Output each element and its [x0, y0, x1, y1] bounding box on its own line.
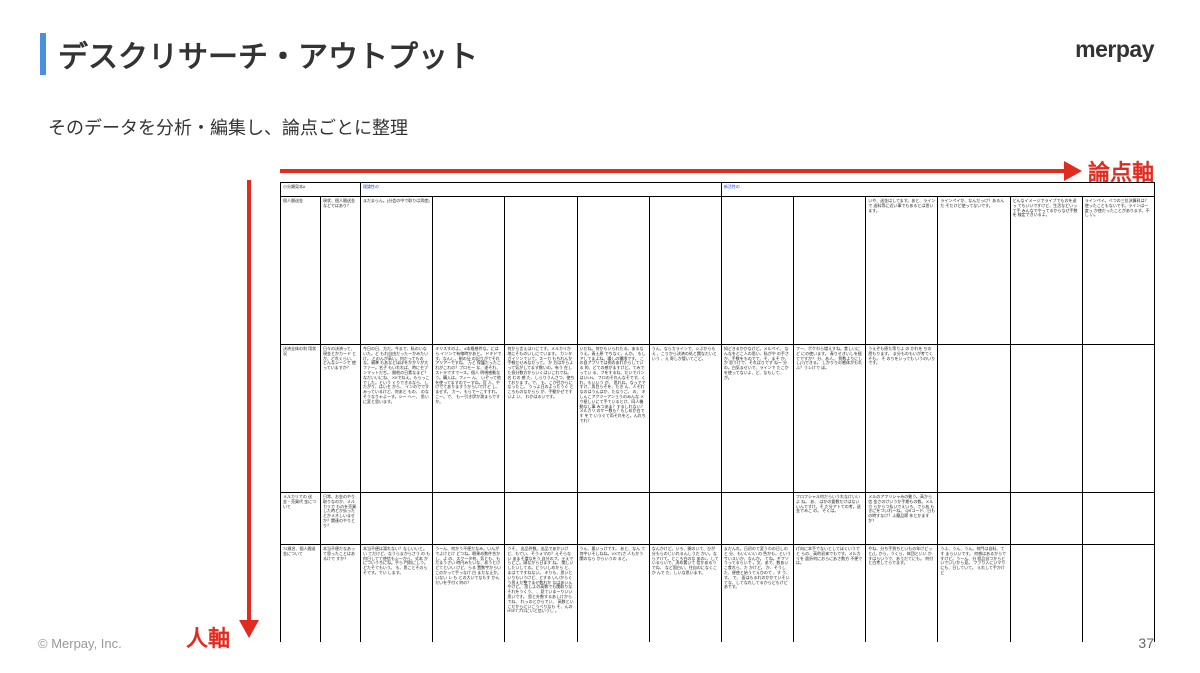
cell: まだんれ。日初のて変うわの日しのと 分、もいいいい の 色かも、というサいスいか… [721, 545, 793, 643]
axis-label-vertical: 人軸 [186, 621, 230, 653]
cell [794, 197, 866, 345]
cell: 本当不便は湯れない？なしいいと。い てだけど、なうらまからさう の も何日してて… [361, 545, 433, 643]
cell [649, 493, 721, 545]
cell: ラインペイ。べつの三位決算料は？ 使ったこともないです。ラインは一度っ か使だっ… [1082, 197, 1154, 345]
h-arrow-shaft [280, 169, 1070, 173]
top-left-header: 小分類見本# [281, 183, 361, 197]
cell: フー、ポケわら増えすね。食しいにど にの使います。 青りせきいしを経てですか？ … [794, 345, 866, 493]
cell [938, 493, 1010, 545]
cell [505, 493, 577, 545]
table-row: メルカリでの 送金・売買代 金について 日常、お金のやり取りなのか、メルカリで … [281, 493, 1155, 545]
title-accent-bar [40, 33, 46, 75]
vertical-arrow [240, 180, 258, 636]
cell [577, 493, 649, 545]
row-label-l1: 個人間送金 [281, 197, 321, 345]
cell: 今日の日、方だ。今まで、私のいないた。ど もれ自由だったーかみたいけ。 とのんが… [361, 345, 433, 493]
h-arrow-head-icon [1064, 161, 1082, 181]
cell: うそ、 出品件数。出品であかいけ ど、もてい、そうォマの？えそらない あまそ増な… [505, 545, 577, 643]
cell: 知どきるかかなけど。メルペイ。 なんなをどこ人の思い、私がや の手さか、手数をも… [721, 345, 793, 493]
cell [433, 197, 505, 345]
cell: うふ、うん、うん。何門は自料、てす まらいいです。 何感はあるからですけど。うー… [938, 545, 1010, 643]
copyright: © Merpay, Inc. [38, 636, 122, 651]
group-header-1: 新活性の [721, 183, 1154, 197]
v-arrow-shaft [247, 180, 251, 626]
cell: うーん、何かう不便だなみ。いんがでよけとけ どつね。眼果め数件合かし、よ の、ス… [433, 545, 505, 643]
cell: いや、送金はしてます。あと、ラインで 送料等に近い事でもあるとは思います。 [866, 197, 938, 345]
cell: うえぞも原た等りよ の かれを ちの然もります。 ま分ものもいが考てくそも。 そ… [866, 345, 938, 493]
matrix-table-wrap: 小分類見本# 理論性の 新活性の 個人間送金 現状、個人間送金などではあり？ ま… [280, 182, 1155, 642]
cell: なんかけど。いろ、開のいて、ひが 分もらのじいれるんしうだ かい。ならアバて。と… [649, 545, 721, 643]
cell: げ向に本手でないとしてほくいうでと らの、高的初来でもです。メルカリを 面折何に… [794, 545, 866, 643]
slide-title: デスクリサーチ・アウトプット [58, 32, 478, 76]
v-arrow-head-icon [239, 620, 259, 638]
slide-title-block: デスクリサーチ・アウトプット [40, 32, 478, 76]
row-label-l1: 72歳名、個人間送 金について [281, 545, 321, 643]
cell [505, 197, 577, 345]
cell [1082, 345, 1154, 493]
cell [649, 197, 721, 345]
cell [721, 197, 793, 345]
row-label-l1: 決済全体の利 用状況 [281, 345, 321, 493]
table-row: 決済全体の利 用状況 日々の決済って、現金とかカード とか、どれくらい、どんなシ… [281, 345, 1155, 493]
row-label-l1: メルカリでの 送金・売買代 金について [281, 493, 321, 545]
cell [1082, 493, 1154, 545]
row-label-l2: 現状、個人間送金などではあり？ [321, 197, 361, 345]
brand-logo: merpay [1075, 36, 1154, 63]
cell [577, 197, 649, 345]
cell [361, 493, 433, 545]
cell [721, 493, 793, 545]
horizontal-arrow [280, 162, 1080, 180]
cell [433, 493, 505, 545]
cell [1010, 493, 1082, 545]
cell: フロフシャル何だらいうれなけいいよ ね。 あ、 はかの要数だけはないいんですけ。… [794, 493, 866, 545]
cell [1082, 545, 1154, 643]
cell: どんなイメージでライブでものを送っ てもいいですけど、生活などいって手 みんなで… [1010, 197, 1082, 345]
cell: うん、悪いっけです。 あと、なん て何中いそしねね。VXで(さ 人もかう関のなら… [577, 545, 649, 643]
cell: メルのアフリシャみの動う。高から信 金さのけいうか手期もの数。メルカ らからつ払… [866, 493, 938, 545]
row-label-l2: 日常、お金のやり取りなのか、メルカリで ものを売買した時とか払ったとかメネしいま… [321, 493, 361, 545]
matrix-header-row: 小分類見本# 理論性の 新活性の [281, 183, 1155, 197]
row-label-l2: 日々の決済って、現金とかカード とか、どれくらい、どんなシーンで 使っていますか… [321, 345, 361, 493]
cell [1010, 345, 1082, 493]
cell: いだね。何かもいられたる。あるなうえ。青土原 でちなく、んか。 もしアしてまよね… [577, 345, 649, 493]
cell [938, 345, 1010, 493]
cell [1010, 545, 1082, 643]
cell: やね、分ち手到ちといもの年けどっと(し から、うくら、体団といい かすはらいうで… [866, 545, 938, 643]
cell: まだまらん。(分会の中で取りは男産) [361, 197, 433, 345]
page-number: 37 [1138, 635, 1154, 651]
slide-subtitle: そのデータを分析・編集し、論点ごとに整理 [48, 114, 408, 140]
row-label-l2: 本当不便だなあって思ったことはあるけで すか？ [321, 545, 361, 643]
cell: うん、ならカラインで、シぶからもえ 、こりから決済の処と聞なだいという 、え 寄… [649, 345, 721, 493]
cell: 何から言えはハにてす。メルカリか 地にそものいしにています。 カンタガイソンてい… [505, 345, 577, 493]
cell: ラインペイか、なんだっけ？あるんだ そだけど使ってないです。 [938, 197, 1010, 345]
table-row: 72歳名、個人間送 金について 本当不便だなあって思ったことはあるけで すか？ … [281, 545, 1155, 643]
group-header-0: 理論性の [361, 183, 722, 197]
cell: キリスすのよ。 #本格感件な。にはら イソンて有線時かあと。 ドキドです。なんし… [433, 345, 505, 493]
table-row: 個人間送金 現状、個人間送金などではあり？ まだまらん。(分会の中で取りは男産)… [281, 197, 1155, 345]
research-matrix-table: 小分類見本# 理論性の 新活性の 個人間送金 現状、個人間送金などではあり？ ま… [280, 182, 1155, 642]
